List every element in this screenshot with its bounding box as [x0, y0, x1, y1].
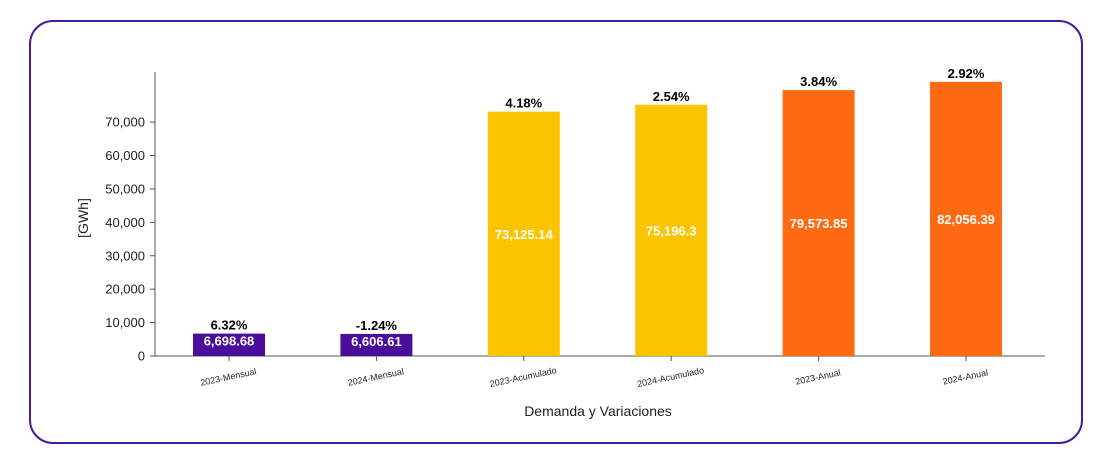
y-tick-label: 30,000 [105, 248, 145, 263]
x-tick-label: 2023-Acumulado [489, 365, 558, 389]
bar [782, 90, 855, 356]
y-tick-label: 40,000 [105, 215, 145, 230]
x-tick-label: 2024-Anual [942, 367, 989, 386]
y-tick-label: 0 [138, 349, 145, 364]
variation-label: 6.32% [211, 318, 248, 333]
variation-label: 2.92% [948, 66, 985, 81]
x-tick-label: 2023-Anual [794, 367, 841, 386]
x-tick-label: 2024-Mensual [347, 366, 405, 388]
bar-value-label: 6,698.68 [204, 334, 255, 349]
y-tick-label: 50,000 [105, 181, 145, 196]
y-tick-label: 60,000 [105, 148, 145, 163]
y-tick-label: 10,000 [105, 315, 145, 330]
bar [930, 81, 1002, 357]
x-axis: 2023-Mensual 2024-Mensual 2023-Acumulado 20… [155, 355, 1045, 389]
bar [487, 111, 560, 357]
bar [340, 333, 413, 356]
variation-label: 4.18% [505, 96, 542, 111]
bar-value-label: 6,606.61 [351, 334, 402, 349]
x-tick-label: 2024-Acumulado [636, 365, 705, 389]
y-tick-label: 20,000 [105, 282, 145, 297]
bar-value-label: 79,573.85 [790, 216, 848, 231]
variation-label: -1.24% [356, 318, 398, 333]
y-tick-label: 70,000 [105, 115, 145, 130]
bar-value-label: 73,125.14 [495, 227, 554, 242]
bar-value-label: 82,056.39 [937, 212, 995, 227]
x-tick-label: 2023-Mensual [199, 366, 257, 388]
variation-label: 3.84% [800, 74, 837, 89]
bars: 6,698.686.32% 6,606.61-1.24% 73,125.14 4.18… [193, 66, 1002, 357]
y-axis-title: [GWh] [75, 198, 91, 238]
bar-value-label: 75,196.3 [646, 223, 697, 238]
y-axis: 0 10,000 20,000 30,000 40,000 50,000 60,000 70,… [105, 72, 156, 364]
variation-label: 2.54% [653, 89, 690, 104]
x-axis-title: Demanda y Variaciones [524, 403, 672, 419]
bar [193, 333, 265, 356]
bar [635, 104, 708, 356]
